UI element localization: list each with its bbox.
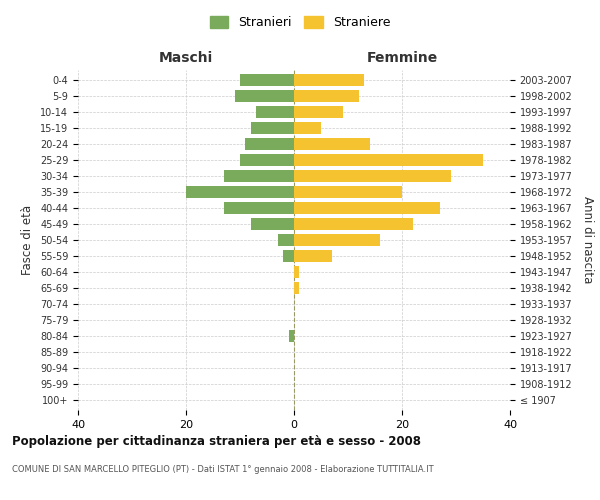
Bar [251,218,294,230]
Bar [283,250,294,262]
Bar [240,74,294,86]
Bar [186,186,294,198]
Bar [294,282,299,294]
Text: Popolazione per cittadinanza straniera per età e sesso - 2008: Popolazione per cittadinanza straniera p… [12,435,421,448]
Bar [240,154,294,166]
Bar [294,106,343,118]
Bar [294,138,370,150]
Bar [251,122,294,134]
Bar [294,218,413,230]
Bar [278,234,294,246]
Bar [294,122,321,134]
Bar [294,154,483,166]
Bar [294,170,451,182]
Y-axis label: Anni di nascita: Anni di nascita [581,196,594,284]
Bar [224,170,294,182]
Text: COMUNE DI SAN MARCELLO PITEGLIO (PT) - Dati ISTAT 1° gennaio 2008 - Elaborazione: COMUNE DI SAN MARCELLO PITEGLIO (PT) - D… [12,465,434,474]
Bar [294,266,299,278]
Bar [294,250,332,262]
Bar [294,74,364,86]
Bar [294,90,359,102]
Text: Maschi: Maschi [159,51,213,65]
Bar [294,202,440,214]
Legend: Stranieri, Straniere: Stranieri, Straniere [205,11,395,34]
Y-axis label: Fasce di età: Fasce di età [22,205,34,275]
Bar [256,106,294,118]
Text: Femmine: Femmine [367,51,437,65]
Bar [289,330,294,342]
Bar [224,202,294,214]
Bar [235,90,294,102]
Bar [245,138,294,150]
Bar [294,186,402,198]
Bar [294,234,380,246]
